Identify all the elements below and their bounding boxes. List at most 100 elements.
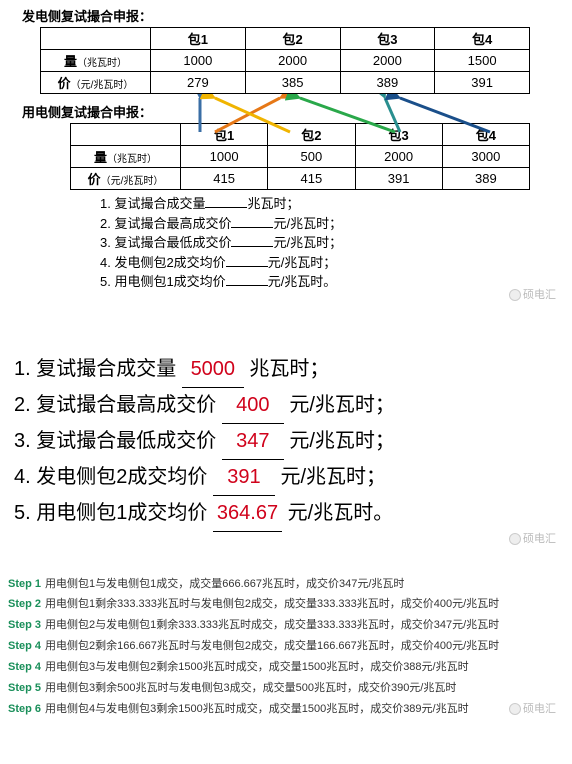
a4-pre: 4. 发电侧包2成交均价 [14, 466, 207, 488]
a3-val: 347 [222, 424, 284, 460]
use-price-2: 415 [268, 168, 355, 190]
gen-price-1: 279 [151, 72, 246, 94]
gen-price-4: 391 [435, 72, 530, 94]
a2-suf: 元/兆瓦时； [289, 394, 395, 416]
step-item: Step 4 用电侧包2剩余166.667兆瓦时与发电侧包2成交，成交量166.6… [8, 636, 572, 657]
a2-pre: 2. 复试撮合最高成交价 [14, 394, 216, 416]
a4-val: 391 [213, 460, 275, 496]
gen-price-3: 389 [340, 72, 435, 94]
a3-pre: 3. 复试撮合最低成交价 [14, 430, 216, 452]
q5-blank [226, 273, 268, 286]
a1: 1. 复试撮合成交量 5000 兆瓦时； [14, 352, 572, 388]
use-price-1: 415 [181, 168, 268, 190]
gen-price-2: 385 [245, 72, 340, 94]
step4-label: Step 4 [8, 640, 41, 652]
step5-text: 用电侧包3剩余500兆瓦时与发电侧包3成交，成交量500兆瓦时，成交价390元/… [45, 682, 456, 694]
a1-suf: 兆瓦时； [249, 358, 329, 380]
a5-val: 364.67 [213, 496, 282, 532]
a5: 5. 用电侧包1成交均价 364.67 元/兆瓦时。 [14, 496, 572, 532]
gen-row1-sub: （兆瓦时） [77, 58, 127, 69]
gen-header-3: 包3 [340, 28, 435, 50]
a1-val: 5000 [182, 352, 244, 388]
use-row2-sub: （元/兆瓦时） [101, 176, 164, 187]
q1: 1. 复试撮合成交量兆瓦时； [100, 194, 572, 214]
use-qty-3: 2000 [355, 146, 442, 168]
step2-label: Step 2 [8, 598, 41, 610]
q3-pre: 3. 复试撮合最低成交价 [100, 235, 231, 250]
q2: 2. 复试撮合最高成交价 元/兆瓦时； [100, 214, 572, 234]
a4-suf: 元/兆瓦时； [280, 466, 386, 488]
a3: 3. 复试撮合最低成交价 347 元/兆瓦时； [14, 424, 572, 460]
step-item: Step 5 用电侧包3剩余500兆瓦时与发电侧包3成交，成交量500兆瓦时，成交… [8, 678, 572, 699]
step4b-text: 用电侧包3与发电侧包2剩余1500兆瓦时成交，成交量1500兆瓦时，成交价388… [45, 661, 469, 673]
a5-suf: 元/兆瓦时。 [288, 502, 394, 524]
gen-side-table: 包1 包2 包3 包4 量（兆瓦时） 1000 2000 2000 1500 价… [40, 27, 530, 94]
a5-pre: 5. 用电侧包1成交均价 [14, 502, 207, 524]
step-item: Step 6 用电侧包4与发电侧包3剩余1500兆瓦时成交，成交量1500兆瓦时，… [8, 699, 572, 720]
use-row1-sub: （兆瓦时） [107, 154, 157, 165]
q5-suf: 元/兆瓦时。 [268, 274, 337, 289]
q4: 4. 发电侧包2成交均价 元/兆瓦时； [100, 253, 572, 273]
gen-qty-4: 1500 [435, 50, 530, 72]
step-item: Step 1 用电侧包1与发电侧包1成交，成交量666.667兆瓦时，成交价347… [8, 574, 572, 595]
step6-text: 用电侧包4与发电侧包3剩余1500兆瓦时成交，成交量1500兆瓦时，成交价389… [45, 703, 469, 715]
gen-qty-1: 1000 [151, 50, 246, 72]
step3-label: Step 3 [8, 619, 41, 631]
a4: 4. 发电侧包2成交均价 391 元/兆瓦时； [14, 460, 572, 496]
gen-header-1: 包1 [151, 28, 246, 50]
q2-suf: 元/兆瓦时； [273, 216, 342, 231]
wm2-text: 硕电汇 [523, 533, 556, 545]
q5-pre: 5. 用电侧包1成交均价 [100, 274, 226, 289]
step-item: Step 2 用电侧包1剩余333.333兆瓦时与发电侧包2成交，成交量333.3… [8, 594, 572, 615]
q3: 3. 复试撮合最低成交价 元/兆瓦时； [100, 233, 572, 253]
gen-row2-label: 价（元/兆瓦时） [41, 72, 151, 94]
gen-row2-main: 价 [58, 76, 71, 91]
q4-pre: 4. 发电侧包2成交均价 [100, 255, 226, 270]
gen-qty-3: 2000 [340, 50, 435, 72]
use-qty-2: 500 [268, 146, 355, 168]
a2-val: 400 [222, 388, 284, 424]
q2-blank [231, 215, 273, 228]
use-price-4: 389 [442, 168, 529, 190]
use-row2-main: 价 [88, 172, 101, 187]
step-item: Step 3 用电侧包2与发电侧包1剩余333.333兆瓦时成交，成交量333.3… [8, 615, 572, 636]
table-corner [41, 28, 151, 50]
gen-header-4: 包4 [435, 28, 530, 50]
use-row1-main: 量 [94, 150, 107, 165]
use-qty-1: 1000 [181, 146, 268, 168]
step-list: Step 1 用电侧包1与发电侧包1成交，成交量666.667兆瓦时，成交价347… [8, 574, 572, 720]
q3-blank [231, 234, 273, 247]
use-row1-label: 量（兆瓦时） [71, 146, 181, 168]
question-list: 1. 复试撮合成交量兆瓦时； 2. 复试撮合最高成交价元/兆瓦时； 3. 复试撮… [100, 194, 572, 292]
gen-row1-main: 量 [64, 54, 77, 69]
step3-text: 用电侧包2与发电侧包1剩余333.333兆瓦时成交，成交量333.333兆瓦时，… [45, 619, 499, 631]
answer-list: 1. 复试撮合成交量 5000 兆瓦时； 2. 复试撮合最高成交价 400 元/… [14, 352, 572, 532]
q3-suf: 元/兆瓦时； [273, 235, 342, 250]
q1-blank [205, 195, 247, 208]
step4-text: 用电侧包2剩余166.667兆瓦时与发电侧包2成交，成交量166.667兆瓦时，… [45, 640, 499, 652]
watermark-2: 硕电汇 [509, 530, 556, 546]
q1-pre: 1. 复试撮合成交量 [100, 196, 205, 211]
q4-blank [226, 254, 268, 267]
use-qty-4: 3000 [442, 146, 529, 168]
gen-side-title: 发电侧复试撮合申报： [0, 0, 572, 27]
wechat-icon [509, 533, 521, 545]
step1-label: Step 1 [8, 578, 41, 590]
a2: 2. 复试撮合最高成交价 400 元/兆瓦时； [14, 388, 572, 424]
gen-row2-sub: （元/兆瓦时） [71, 80, 134, 91]
step5-label: Step 5 [8, 682, 41, 694]
q4-suf: 元/兆瓦时； [268, 255, 337, 270]
q2-pre: 2. 复试撮合最高成交价 [100, 216, 231, 231]
step6-label: Step 6 [8, 703, 41, 715]
step-item: Step 4 用电侧包3与发电侧包2剩余1500兆瓦时成交，成交量1500兆瓦时，… [8, 657, 572, 678]
gen-qty-2: 2000 [245, 50, 340, 72]
a3-suf: 元/兆瓦时； [289, 430, 395, 452]
gen-row1-label: 量（兆瓦时） [41, 50, 151, 72]
use-row2-label: 价（元/兆瓦时） [71, 168, 181, 190]
step4b-label: Step 4 [8, 661, 41, 673]
step1-text: 用电侧包1与发电侧包1成交，成交量666.667兆瓦时，成交价347元/兆瓦时 [45, 578, 404, 590]
a1-pre: 1. 复试撮合成交量 [14, 358, 176, 380]
use-price-3: 391 [355, 168, 442, 190]
step2-text: 用电侧包1剩余333.333兆瓦时与发电侧包2成交，成交量333.333兆瓦时，… [45, 598, 499, 610]
gen-header-2: 包2 [245, 28, 340, 50]
